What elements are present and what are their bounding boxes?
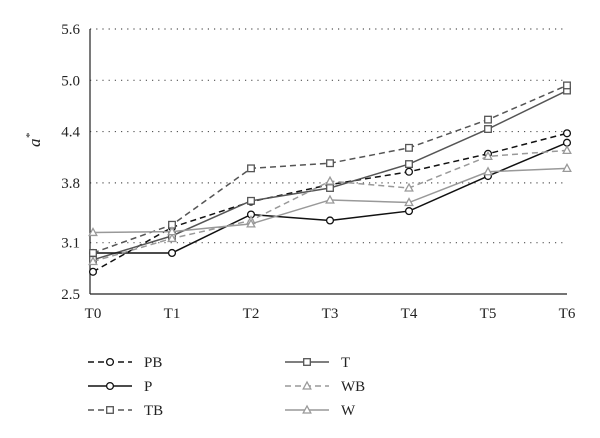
series-t-point xyxy=(247,196,255,205)
legend-marker xyxy=(302,380,312,390)
series-p-point xyxy=(404,207,414,216)
y-tick-label: 4.4 xyxy=(61,125,80,141)
series-pb-point xyxy=(404,167,414,176)
legend-item-wb: WB xyxy=(285,379,365,395)
legend-item-t: T xyxy=(285,355,350,371)
series-tb-point xyxy=(484,115,492,124)
y-tick-label: 3.1 xyxy=(61,236,80,252)
legend-marker xyxy=(105,381,115,391)
series-w-point xyxy=(483,166,493,176)
legend-label-pb: PB xyxy=(144,355,162,371)
legend-item-tb: TB xyxy=(88,403,163,419)
series-t-point xyxy=(484,125,492,133)
series-p xyxy=(88,138,572,258)
series-w-point xyxy=(167,226,177,236)
x-tick-label: T4 xyxy=(401,306,418,322)
series-t xyxy=(89,86,571,264)
x-tick-label: T2 xyxy=(243,306,260,322)
series-wb-point xyxy=(404,182,414,192)
y-tick-label: 5.6 xyxy=(61,22,80,38)
series-tb-point xyxy=(326,159,334,168)
series-wb-point xyxy=(483,151,493,161)
series-tb-point xyxy=(89,249,97,257)
series-tb-point xyxy=(247,164,255,173)
y-tick-label: 2.5 xyxy=(61,287,80,303)
grid-lines xyxy=(90,28,567,244)
series-wb-point xyxy=(88,256,98,266)
series-pb-point xyxy=(88,267,98,276)
series-tb-line xyxy=(92,84,568,254)
series-w-point xyxy=(246,218,256,228)
legend-label-w: W xyxy=(341,403,356,419)
legend-item-w: W xyxy=(285,403,356,419)
x-tick-labels: T0 T1 T2 T3 T4 T5 T6 xyxy=(85,306,576,322)
series-w xyxy=(88,162,572,237)
x-tick-label: T0 xyxy=(85,306,102,322)
series-group xyxy=(88,81,572,276)
series-tb-point xyxy=(405,143,413,152)
series-w-point xyxy=(562,162,572,172)
series-w-point xyxy=(325,194,335,204)
series-wb-point xyxy=(562,145,572,155)
y-axis-label: a* xyxy=(24,133,44,148)
y-tick-label: 3.8 xyxy=(61,176,80,192)
legend-item-pb: PB xyxy=(88,355,162,371)
y-axis-label-superscript: * xyxy=(24,133,36,139)
legend-label-t: T xyxy=(341,355,350,371)
legend-label-wb: WB xyxy=(341,379,365,395)
series-wb-point xyxy=(325,175,335,185)
series-wb-point xyxy=(167,233,177,243)
legend-marker xyxy=(106,406,114,414)
legend-marker xyxy=(105,357,115,367)
x-tick-label: T1 xyxy=(164,306,181,322)
series-p-point xyxy=(325,216,335,225)
y-tick-labels: 2.5 3.1 3.8 4.4 5.0 5.6 xyxy=(61,22,80,303)
legend-marker xyxy=(302,404,312,414)
y-axis-label-text: a xyxy=(25,139,44,148)
series-p-point xyxy=(167,248,177,258)
x-tick-label: T6 xyxy=(559,306,576,322)
series-w-point xyxy=(88,227,98,237)
series-w-point xyxy=(404,197,414,207)
series-t-point xyxy=(405,160,413,169)
x-tick-label: T3 xyxy=(322,306,339,322)
legend-marker xyxy=(303,358,311,366)
legend-item-p: P xyxy=(88,379,152,395)
x-tick-label: T5 xyxy=(480,306,497,322)
legend: PB T P WB TB W xyxy=(88,355,365,419)
legend-label-tb: TB xyxy=(144,403,163,419)
series-tb-point xyxy=(563,81,571,90)
legend-label-p: P xyxy=(144,379,152,395)
y-tick-label: 5.0 xyxy=(61,73,80,89)
series-t-point xyxy=(326,184,334,192)
series-pb-point xyxy=(562,129,572,138)
series-tb xyxy=(89,81,571,257)
